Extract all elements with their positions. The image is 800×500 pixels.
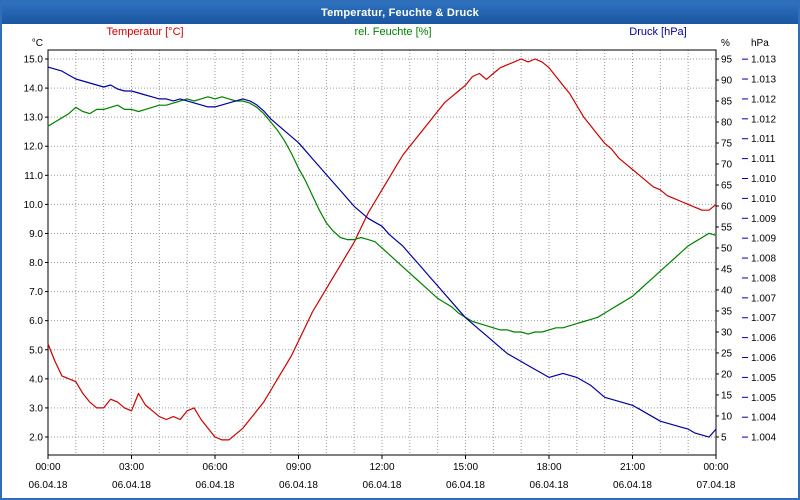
- date-label: 07.04.18: [697, 480, 736, 491]
- humidity-tick-label: 60: [721, 201, 733, 212]
- temp-tick-label: 3.0: [29, 403, 43, 414]
- time-label: 21:00: [620, 462, 645, 473]
- humidity-tick-label: 75: [721, 139, 733, 150]
- humidity-tick-label: 5: [721, 432, 727, 443]
- time-label: 03:00: [119, 462, 144, 473]
- series-line-temperature: [47, 58, 717, 441]
- pressure-tick-label: 1.005: [751, 393, 776, 404]
- time-label: 00:00: [35, 462, 60, 473]
- series-line-humidity: [47, 96, 717, 335]
- legend-druck: Druck [hPa]: [629, 26, 686, 38]
- pressure-tick-label: 1.004: [751, 413, 776, 424]
- date-label: 06.04.18: [196, 480, 235, 491]
- pressure-tick-label: 1.012: [751, 94, 776, 105]
- temp-tick-label: 8.0: [29, 258, 43, 269]
- pressure-tick-label: 1.008: [751, 273, 776, 284]
- pressure-tick-label: 1.005: [751, 373, 776, 384]
- humidity-tick-label: 55: [721, 222, 733, 233]
- date-label: 06.04.18: [29, 480, 68, 491]
- humidity-tick-label: 70: [721, 160, 733, 171]
- date-label: 06.04.18: [613, 480, 652, 491]
- pressure-tick-label: 1.013: [751, 55, 776, 66]
- temp-tick-label: 7.0: [29, 287, 43, 298]
- humidity-tick-label: 25: [721, 348, 733, 359]
- temp-tick-label: 2.0: [29, 432, 43, 443]
- humidity-tick-label: 90: [721, 76, 733, 87]
- date-label: 06.04.18: [112, 480, 151, 491]
- time-label: 09:00: [286, 462, 311, 473]
- weather-chart: 00:00 06.04.18 03:00 06.04.18 06:00 06.04.18 0…: [24, 26, 777, 491]
- humidity-tick-label: 15: [721, 390, 733, 401]
- humidity-tick-label: 65: [721, 181, 733, 192]
- time-label: 15:00: [453, 462, 478, 473]
- pressure-tick-label: 1.012: [751, 114, 776, 125]
- pressure-tick-label: 1.006: [751, 353, 776, 364]
- humidity-tick-label: 95: [721, 55, 733, 66]
- pressure-tick-label: 1.007: [751, 313, 776, 324]
- date-label: 06.04.18: [363, 480, 402, 491]
- pressure-tick-label: 1.007: [751, 293, 776, 304]
- pressure-tick-label: 1.004: [751, 433, 776, 444]
- date-label: 06.04.18: [279, 480, 318, 491]
- time-label: 00:00: [703, 462, 728, 473]
- temp-tick-label: 9.0: [29, 229, 43, 240]
- date-label: 06.04.18: [530, 480, 569, 491]
- humidity-tick-label: 45: [721, 264, 733, 275]
- pressure-tick-label: 1.011: [751, 134, 776, 145]
- humidity-tick-label: 80: [721, 118, 733, 129]
- pressure-unit-label: hPa: [751, 38, 769, 49]
- humidity-tick-label: 85: [721, 97, 733, 108]
- humidity-tick-label: 10: [721, 411, 733, 422]
- series-line-pressure: [47, 66, 717, 438]
- time-label: 18:00: [536, 462, 561, 473]
- temp-tick-label: 6.0: [29, 316, 43, 327]
- titlebar: Temperatur, Feuchte & Druck: [2, 2, 798, 24]
- temp-tick-label: 15.0: [24, 55, 44, 66]
- pressure-tick-label: 1.006: [751, 333, 776, 344]
- humidity-tick-label: 35: [721, 306, 733, 317]
- pressure-tick-label: 1.011: [751, 154, 776, 165]
- temp-unit-label: °C: [32, 38, 43, 49]
- window-title: Temperatur, Feuchte & Druck: [320, 7, 479, 19]
- time-label: 06:00: [202, 462, 227, 473]
- temp-tick-label: 11.0: [24, 171, 43, 182]
- temp-tick-label: 5.0: [29, 345, 43, 356]
- temp-tick-label: 14.0: [24, 84, 44, 95]
- humidity-tick-label: 50: [721, 243, 733, 254]
- humidity-unit-label: %: [721, 38, 730, 49]
- pressure-tick-label: 1.010: [751, 174, 776, 185]
- pressure-tick-label: 1.009: [751, 214, 776, 225]
- temp-tick-label: 4.0: [29, 374, 43, 385]
- legend-feuchte: rel. Feuchte [%]: [354, 26, 431, 38]
- pressure-tick-label: 1.008: [751, 254, 776, 265]
- temp-tick-label: 10.0: [24, 200, 44, 211]
- humidity-tick-label: 40: [721, 285, 733, 296]
- humidity-tick-label: 30: [721, 327, 733, 338]
- temp-tick-label: 12.0: [24, 142, 44, 153]
- pressure-tick-label: 1.010: [751, 194, 776, 205]
- pressure-tick-label: 1.013: [751, 75, 776, 86]
- pressure-tick-label: 1.009: [751, 234, 776, 245]
- legend-temperatur: Temperatur [°C]: [106, 26, 183, 38]
- humidity-tick-label: 20: [721, 369, 733, 380]
- date-label: 06.04.18: [446, 480, 485, 491]
- chart-area: 00:00 06.04.18 03:00 06.04.18 06:00 06.04.18 0…: [2, 24, 798, 498]
- temp-tick-label: 13.0: [24, 113, 44, 124]
- time-label: 12:00: [369, 462, 394, 473]
